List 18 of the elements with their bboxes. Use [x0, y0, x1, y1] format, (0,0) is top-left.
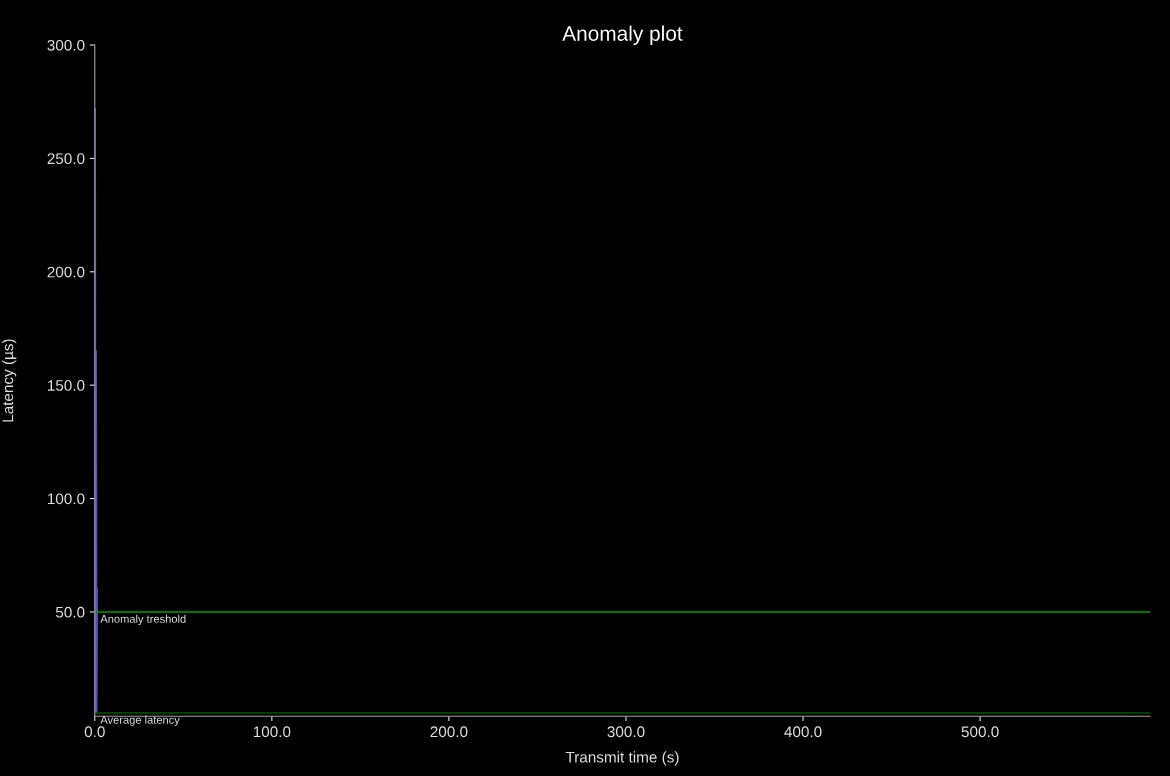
- x-tick-label: 400.0: [784, 726, 822, 738]
- x-axis-title: Transmit time (s): [565, 751, 679, 766]
- ref-line-label: Average latency: [100, 715, 180, 726]
- ref-line-label: Anomaly treshold: [100, 614, 186, 626]
- x-tick-label: 500.0: [961, 726, 999, 738]
- x-tick-label: 200.0: [430, 726, 468, 738]
- x-tick-label: 0.0: [84, 726, 105, 738]
- y-tick-label: 200.0: [47, 266, 85, 278]
- x-tick-label: 300.0: [607, 726, 645, 738]
- y-tick-label: 150.0: [47, 380, 85, 391]
- x-tick-label: 100.0: [253, 726, 291, 738]
- y-tick-label: 300.0: [47, 39, 85, 51]
- chart-title: Anomaly plot: [562, 25, 683, 46]
- y-tick-label: 100.0: [47, 493, 85, 505]
- y-axis-title: Latency (µs): [2, 339, 17, 422]
- line-series: [94, 107, 99, 714]
- y-tick-label: 50.0: [55, 606, 85, 618]
- y-tick-label: 250.0: [47, 153, 85, 165]
